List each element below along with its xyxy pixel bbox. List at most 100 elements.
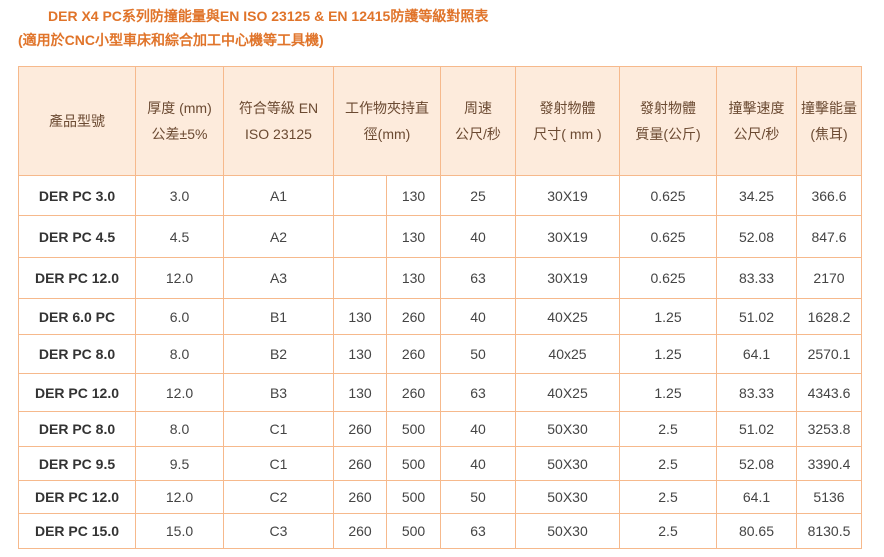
table-cell: 25	[440, 175, 516, 216]
header-cell: 周速 公尺/秒	[440, 66, 516, 176]
table-cell: 2.5	[619, 480, 717, 514]
table-cell: 5136	[796, 480, 862, 514]
table-cell: 260	[333, 411, 387, 447]
table-cell: DER PC 12.0	[18, 480, 136, 514]
table-row: DER PC 12.0 12.0 C2 260 500 50 50X30 2.5 64.1 513…	[18, 480, 862, 514]
table-cell: C2	[223, 480, 334, 514]
table-cell: 50	[440, 334, 516, 374]
header-cell: 產品型號	[18, 66, 136, 176]
table-cell: 50X30	[515, 480, 620, 514]
table-cell: 50X30	[515, 446, 620, 481]
table-cell: 83.33	[716, 257, 797, 299]
header-text: 產品型號	[49, 113, 105, 129]
table-cell: 260	[333, 513, 387, 549]
table-cell: DER PC 12.0	[18, 373, 136, 412]
table-cell: DER 6.0 PC	[18, 298, 136, 335]
table-cell: 40X25	[515, 373, 620, 412]
table-cell: 80.65	[716, 513, 797, 549]
table-cell: A3	[223, 257, 334, 299]
table-cell: 2.5	[619, 513, 717, 549]
table-cell: 30X19	[515, 257, 620, 299]
table-cell: 0.625	[619, 175, 717, 216]
header-text: 發射物體	[640, 100, 696, 116]
table-cell: 130	[333, 373, 387, 412]
table-cell: 0.625	[619, 215, 717, 258]
table-cell: 2.5	[619, 446, 717, 481]
table-cell: 1.25	[619, 298, 717, 335]
table-cell: 15.0	[135, 513, 224, 549]
table-row: DER PC 3.0 3.0 A1 130 25 30X19 0.625 34.25 366.6	[18, 175, 862, 216]
table-row: DER PC 8.0 8.0 C1 260 500 40 50X30 2.5 51.02 3253…	[18, 411, 862, 447]
table-cell	[333, 257, 387, 299]
table-cell: 8.0	[135, 411, 224, 447]
table-cell: 500	[386, 411, 441, 447]
header-text: 撞擊速度	[728, 100, 785, 116]
table-cell: 30X19	[515, 175, 620, 216]
table-cell: 260	[333, 446, 387, 481]
table-cell: 3253.8	[796, 411, 862, 447]
table-cell: 50X30	[515, 411, 620, 447]
table-cell: 50X30	[515, 513, 620, 549]
table-cell: 2170	[796, 257, 862, 299]
table-cell: 3.0	[135, 175, 224, 216]
table-cell: DER PC 12.0	[18, 257, 136, 299]
header-text: 撞擊能量	[801, 100, 857, 116]
table-cell: 4343.6	[796, 373, 862, 412]
table-cell: 34.25	[716, 175, 797, 216]
table-row: DER PC 12.0 12.0 A3 130 63 30X19 0.625 83.33 217…	[18, 257, 862, 299]
header-text: 尺寸( mm )	[533, 126, 602, 142]
table-cell: B2	[223, 334, 334, 374]
header-text: 徑(mm)	[363, 126, 411, 142]
table-cell: 500	[386, 480, 441, 514]
table-cell: C1	[223, 411, 334, 447]
table-cell: 12.0	[135, 257, 224, 299]
table-cell: 40	[440, 215, 516, 258]
header-text: 工作物夾持直	[345, 100, 429, 116]
table-row: DER PC 8.0 8.0 B2 130 260 50 40x25 1.25 64.1 2570…	[18, 334, 862, 374]
table-cell: A1	[223, 175, 334, 216]
header-text: 符合等級 EN	[238, 100, 319, 116]
table-cell: 40x25	[515, 334, 620, 374]
table-cell: 64.1	[716, 334, 797, 374]
table-cell: 847.6	[796, 215, 862, 258]
table-row: DER 6.0 PC 6.0 B1 130 260 40 40X25 1.25 51.02 162…	[18, 298, 862, 335]
table-cell: B1	[223, 298, 334, 335]
table-cell: 130	[386, 175, 441, 216]
table-cell: 500	[386, 513, 441, 549]
table-cell: DER PC 8.0	[18, 411, 136, 447]
table-cell	[333, 175, 387, 216]
table-cell: 366.6	[796, 175, 862, 216]
table-cell: 260	[386, 334, 441, 374]
table-cell: 52.08	[716, 446, 797, 481]
table-cell: 9.5	[135, 446, 224, 481]
table-cell: DER PC 3.0	[18, 175, 136, 216]
table-cell: 63	[440, 513, 516, 549]
table-cell: 260	[386, 298, 441, 335]
table-row: DER PC 15.0 15.0 C3 260 500 63 50X30 2.5 80.65 81…	[18, 513, 862, 549]
table-cell: 6.0	[135, 298, 224, 335]
table-cell: DER PC 9.5	[18, 446, 136, 481]
table-row: DER PC 9.5 9.5 C1 260 500 40 50X30 2.5 52.08 3390…	[18, 446, 862, 481]
table-cell: 12.0	[135, 373, 224, 412]
header-cell: 厚度 (mm) 公差±5%	[135, 66, 224, 176]
table-cell: 1628.2	[796, 298, 862, 335]
header-text: 公尺/秒	[733, 126, 780, 142]
header-cell: 工作物夾持直 徑(mm)	[333, 66, 441, 176]
table-cell: 130	[386, 257, 441, 299]
header-cell: 撞擊能量 (焦耳)	[796, 66, 862, 176]
table-cell: 260	[386, 373, 441, 412]
table-cell: 260	[333, 480, 387, 514]
table-body: DER PC 3.0 3.0 A1 130 25 30X19 0.625 34.25 366.6…	[18, 175, 862, 549]
header-row: 產品型號 厚度 (mm) 公差±5% 符合等級 EN ISO 23125 工作物夾持直 徑(…	[18, 66, 862, 176]
header-text: 公差±5%	[151, 126, 208, 142]
table-cell: C3	[223, 513, 334, 549]
table-cell: 130	[386, 215, 441, 258]
header-text: 發射物體	[539, 100, 596, 116]
header-text: ISO 23125	[245, 126, 312, 142]
table-cell: 12.0	[135, 480, 224, 514]
header-cell: 發射物體尺寸( mm )	[515, 66, 620, 176]
table-cell: 1.25	[619, 373, 717, 412]
header-text: 質量(公斤)	[635, 126, 701, 142]
title: DER X4 PC系列防撞能量與EN ISO 23125 & EN 12415防…	[48, 8, 489, 24]
